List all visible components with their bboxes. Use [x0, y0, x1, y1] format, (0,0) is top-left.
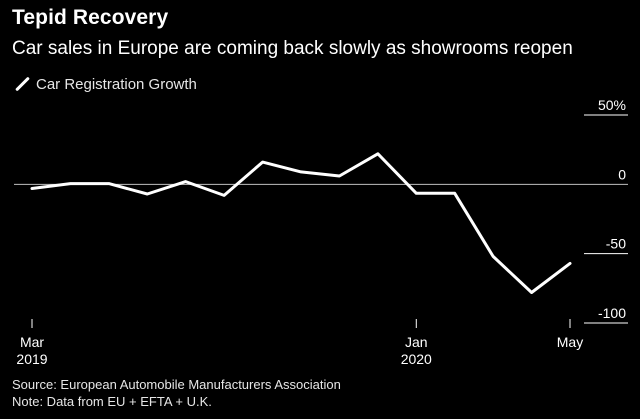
y-axis: 50% 0 -50 -100: [584, 97, 628, 324]
chart-title: Tepid Recovery: [12, 6, 169, 29]
y-tick-label: 50%: [598, 97, 626, 113]
x-tick-label: Jan: [405, 334, 428, 350]
source-note: Source: European Automobile Manufacturer…: [12, 377, 341, 392]
data-points: [31, 152, 572, 294]
x-tick-year-label: 2019: [16, 351, 47, 367]
x-tick-label: Mar: [20, 334, 44, 350]
legend-label: Car Registration Growth: [36, 75, 197, 93]
y-tick-label: -50: [606, 236, 626, 252]
chart-subtitle: Car sales in Europe are coming back slow…: [12, 38, 573, 59]
y-tick-label: 0: [618, 166, 626, 182]
y-tick-label: -100: [598, 305, 626, 321]
x-tick-year-label: 2020: [401, 351, 432, 367]
legend: Car Registration Growth: [14, 74, 197, 94]
x-tick-label: May: [557, 334, 583, 350]
series-line-car-registration-growth: [30, 152, 572, 294]
data-note: Note: Data from EU + EFTA + U.K.: [12, 394, 212, 409]
